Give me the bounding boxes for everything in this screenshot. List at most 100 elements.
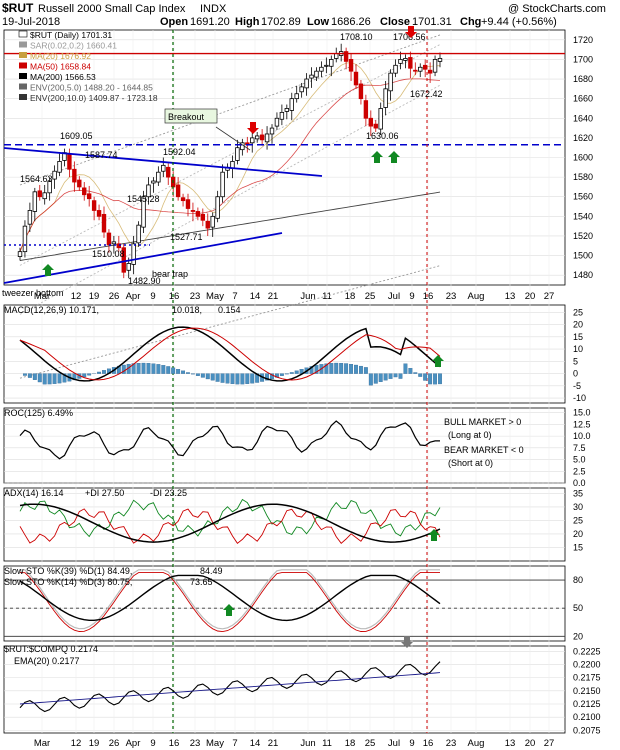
price-label: 1482.90 <box>128 276 161 286</box>
macd-histogram-bar <box>57 373 62 384</box>
legend-item: MA(200) 1566.53 <box>30 72 96 82</box>
macd-histogram-bar <box>289 372 294 374</box>
x-tick-label: 23 <box>446 291 457 302</box>
macd-histogram-bar <box>210 373 215 381</box>
panel-frame <box>3 645 566 734</box>
macd-histogram-bar <box>186 372 190 374</box>
legend-item: $RUT (Daily) 1701.31 <box>30 30 112 40</box>
y-tick-label: 20 <box>573 320 583 330</box>
relative-ema-line <box>19 672 441 705</box>
legend-swatch <box>19 52 27 58</box>
x-tick-label: Jun <box>300 291 315 302</box>
price-label: 1587.74 <box>85 150 118 160</box>
x-tick-label: Apr <box>126 291 141 302</box>
y-tick-label: 1560 <box>573 192 593 202</box>
y-tick-label: 80 <box>573 575 583 585</box>
low-label: Low <box>307 16 329 28</box>
candle-body <box>294 93 299 100</box>
buy-arrow <box>371 151 383 163</box>
macd-histogram-bar <box>52 373 57 384</box>
x-tick-label: 9 <box>409 738 414 749</box>
macd-histogram-bar <box>200 373 205 378</box>
candle-body <box>413 69 418 72</box>
candle-body <box>37 190 42 198</box>
macd-line <box>19 326 441 382</box>
macd-histogram-bar <box>121 364 126 374</box>
candle-body <box>418 66 423 72</box>
x-tick-label: Apr <box>126 738 141 749</box>
panel-frames <box>3 29 566 734</box>
sto-long-line <box>19 574 441 622</box>
sell-arrow <box>247 122 259 134</box>
plus-di-line <box>19 498 441 538</box>
x-tick-label: 12 <box>71 738 82 749</box>
candle-body <box>146 184 151 198</box>
candle-body <box>156 171 161 183</box>
y-tick-label: -5 <box>573 381 581 391</box>
ma200-line <box>19 191 441 261</box>
x-axis-labels: Mar Mar 12 12 19 19 26 26 Apr Apr 9 9 16 16 23 23 May May… <box>34 291 554 749</box>
ohlc-summary: Open 1691.20 High 1702.89 Low 1686.26 Cl… <box>160 16 557 28</box>
sell-arrow <box>405 26 417 38</box>
legend-item: ENV(200,5.0) 1488.20 - 1644.85 <box>30 83 153 93</box>
macd-histogram-bar <box>294 370 299 374</box>
price-label: 1708.10 <box>340 32 373 42</box>
symbol: $RUT <box>2 1 34 15</box>
chart-date: 19-Jul-2018 <box>2 16 60 28</box>
low-value: 1686.26 <box>331 16 371 28</box>
breakout-box <box>164 108 218 124</box>
y-tick-label: 20 <box>573 631 583 641</box>
macd-histogram-bar <box>354 364 358 374</box>
x-tick-label: 9 <box>150 738 155 749</box>
candle-body <box>319 66 324 72</box>
candle-body <box>259 134 265 141</box>
macd-histogram-bar <box>176 369 181 374</box>
candle-body <box>235 147 240 161</box>
y-tick-label: 15 <box>573 542 583 552</box>
envelope-lower-10 <box>19 265 441 379</box>
x-tick-label: Mar <box>34 738 50 749</box>
candle-body <box>348 59 354 72</box>
y-tick-label: 0.2075 <box>573 725 601 735</box>
y-tick-label: -10 <box>573 393 586 403</box>
y-tick-label: 30 <box>573 502 583 512</box>
y-tick-label: 1500 <box>573 251 593 261</box>
sto-short-label: Slow STO %K(14) %D(3) 80.75, <box>4 577 132 587</box>
macd-signal-line <box>19 327 441 381</box>
x-tick-label: Aug <box>468 738 485 749</box>
candle-body <box>131 243 136 265</box>
legend-swatch <box>19 62 27 69</box>
candle-body <box>329 59 334 67</box>
price-panel: 1609.05 1587.74 1564.63 1592.04 1545.28 1510.… <box>3 26 565 733</box>
macd-histogram-bar <box>378 373 383 382</box>
candle-body <box>151 180 156 184</box>
x-tick-label: 11 <box>322 738 332 749</box>
ma20-line <box>19 62 441 252</box>
high-value: 1702.89 <box>261 16 301 28</box>
macd-histogram-bar <box>225 373 230 384</box>
macd-hist-label: 0.154 <box>218 305 241 315</box>
high-label: High <box>235 16 260 28</box>
x-tick-label: 25 <box>365 291 376 302</box>
x-tick-label: 23 <box>446 738 457 749</box>
bear-market-label: BEAR MARKET < 0 <box>444 445 524 455</box>
chg-value: +9.44 (+0.56%) <box>481 16 557 28</box>
macd-histogram-bar <box>146 363 151 374</box>
macd-histogram-bar <box>428 373 433 385</box>
macd-histogram-bar <box>329 363 334 374</box>
y-tick-label: 1620 <box>573 133 593 143</box>
y-tick-label: 15 <box>573 332 583 342</box>
y-tick-label: 0.2225 <box>573 646 601 656</box>
candle-body <box>47 180 52 194</box>
price-label: 1592.04 <box>163 147 196 157</box>
y-tick-label: 1700 <box>573 54 593 64</box>
close-value: 1701.31 <box>412 16 452 28</box>
y-tick-label: 50 <box>573 603 583 613</box>
candle-body <box>195 211 201 217</box>
sto-short-line <box>19 572 440 633</box>
y-tick-label: 0 <box>573 369 578 379</box>
candle-body <box>264 133 270 143</box>
legend-item: MA(20) 1676.92 <box>30 51 91 61</box>
sto-long-val: 84.49 <box>200 566 223 576</box>
macd-buy-arrow <box>432 355 444 367</box>
